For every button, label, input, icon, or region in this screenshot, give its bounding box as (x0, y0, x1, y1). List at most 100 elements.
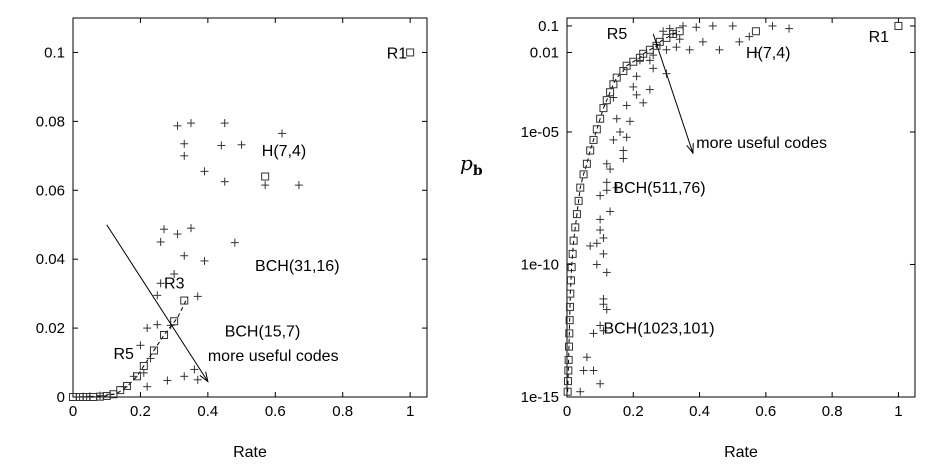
label-bch51176: BCH(511,76) (613, 180, 705, 197)
square-point (619, 67, 628, 76)
plus-point (596, 321, 605, 330)
plus-point (602, 268, 611, 277)
plus-point (698, 37, 707, 46)
label-r1: R1 (387, 45, 408, 62)
plus-point (606, 207, 615, 216)
square-point (565, 302, 574, 311)
plot-frame (72, 17, 428, 398)
x-tick-label: 0.8 (332, 403, 353, 420)
y-tick-label: 0.01 (530, 44, 559, 61)
plus-point (586, 241, 595, 250)
plus-point (160, 225, 169, 234)
square-point (894, 21, 903, 30)
plus-point (645, 56, 654, 65)
y-tick-label: 1e-10 (521, 256, 559, 273)
plus-point (180, 151, 189, 160)
plus-point (639, 98, 648, 107)
plus-point (180, 139, 189, 148)
plus-point (180, 251, 189, 260)
plus-point (622, 133, 631, 142)
plus-point (745, 32, 754, 41)
square-point (149, 346, 158, 355)
square-point (576, 183, 585, 192)
plus-point (592, 260, 601, 269)
plus-point (612, 114, 621, 123)
plus-point (217, 141, 226, 150)
square-point (180, 296, 189, 305)
plus-point (672, 43, 681, 52)
square-point (586, 146, 595, 155)
plus-point (632, 90, 641, 99)
plus-point (592, 239, 601, 248)
data-marks (69, 48, 415, 401)
label-h74: H(7,4) (746, 45, 790, 62)
plus-point (261, 181, 270, 190)
plus-point (582, 353, 591, 362)
dashed-curve (567, 30, 680, 392)
x-tick-label: 0.6 (755, 403, 776, 420)
plus-point (237, 140, 246, 149)
plot-frame (566, 17, 916, 398)
square-point (116, 386, 125, 395)
square-point (582, 159, 591, 168)
plus-point (589, 329, 598, 338)
plus-point (602, 186, 611, 195)
square-point (569, 236, 578, 245)
plus-point (602, 159, 611, 168)
square-point (122, 381, 131, 390)
y-tick-label: 0 (57, 389, 65, 406)
square-point (564, 366, 573, 375)
plus-point (589, 366, 598, 375)
square-point (751, 27, 760, 36)
y-tick-label: 0.1 (44, 44, 65, 61)
square-point (589, 135, 598, 144)
plus-point (596, 191, 605, 200)
label-bch157: BCH(15,7) (225, 324, 301, 341)
square-point (564, 355, 573, 364)
plus-point (139, 368, 148, 377)
y-tick-label: 0.1 (538, 18, 559, 35)
plus-point (629, 82, 638, 91)
square-point (139, 361, 148, 370)
y-tick-label: 0.02 (36, 320, 65, 337)
plus-point (616, 127, 625, 136)
plus-point (220, 177, 229, 186)
label-r1: R1 (869, 29, 890, 46)
plus-point (625, 117, 634, 126)
axis-ticks: 0 0.2 0.4 0.6 0.8 1 0.1 0.01 1e-05 1e-10 1e-15 (521, 18, 915, 420)
square-point (606, 88, 615, 97)
plus-point (156, 279, 165, 288)
plus-point (685, 45, 694, 54)
plus-point (153, 320, 162, 329)
plus-point (619, 146, 628, 155)
y-tick-label: 0.04 (36, 251, 65, 268)
plus-point (576, 387, 585, 396)
label-h74: H(7,4) (262, 143, 306, 160)
x-tick-label: 0.2 (623, 403, 644, 420)
plus-point (143, 324, 152, 333)
plus-point (294, 181, 303, 190)
x-tick-label: 1 (406, 403, 414, 420)
square-point (592, 125, 601, 134)
plus-point (708, 21, 717, 30)
data-marks (563, 21, 903, 396)
plus-point (187, 224, 195, 233)
plus-point (170, 269, 179, 278)
square-point (406, 48, 415, 57)
plus-point (200, 256, 209, 265)
square-point (602, 96, 611, 105)
x-tick-label: 0.4 (689, 403, 710, 420)
square-point (566, 276, 575, 285)
square-point (599, 104, 608, 113)
plus-point (751, 48, 760, 57)
x-tick-label: 0.8 (822, 403, 843, 420)
plus-point (612, 183, 621, 192)
y-tick-label: 0.06 (36, 182, 65, 199)
arrow (106, 224, 209, 383)
plus-point (193, 292, 202, 301)
label-useful: more useful codes (208, 348, 339, 365)
plus-point (602, 305, 611, 314)
axis-ticks: 0 0.2 0.4 0.6 0.8 1 0 0.02 0.04 0.06 0.08 0.1 (36, 18, 427, 420)
